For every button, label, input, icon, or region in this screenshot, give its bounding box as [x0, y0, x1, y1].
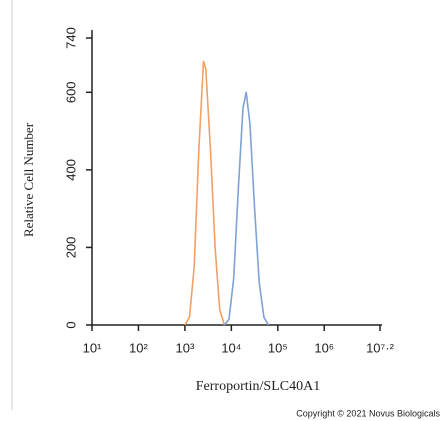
x-tick-label: 10³ — [176, 340, 195, 355]
y-axis-label: Relative Cell Number — [21, 122, 36, 237]
x-tick-label: 10⁷·² — [366, 340, 394, 355]
x-tick-label: 10⁵ — [268, 340, 288, 355]
y-tick-label: 200 — [63, 237, 78, 259]
histogram-line — [223, 91, 270, 326]
footer: Copyright © 2021 Novus Biologicals — [296, 408, 440, 418]
y-tick-label: 740 — [63, 27, 78, 49]
x-tick-label: 10⁴ — [221, 340, 241, 355]
x-tick-label: 10² — [129, 340, 148, 355]
x-tick-label: 10⁶ — [314, 340, 334, 355]
y-tick-label: 0 — [63, 321, 78, 328]
y-tick-label: 600 — [63, 81, 78, 103]
x-axis-label: Ferroportin/SLC40A1 — [196, 379, 320, 394]
x-tick-label: 10¹ — [83, 340, 102, 355]
y-tick-label: 400 — [63, 159, 78, 181]
histogram-line — [184, 60, 226, 326]
